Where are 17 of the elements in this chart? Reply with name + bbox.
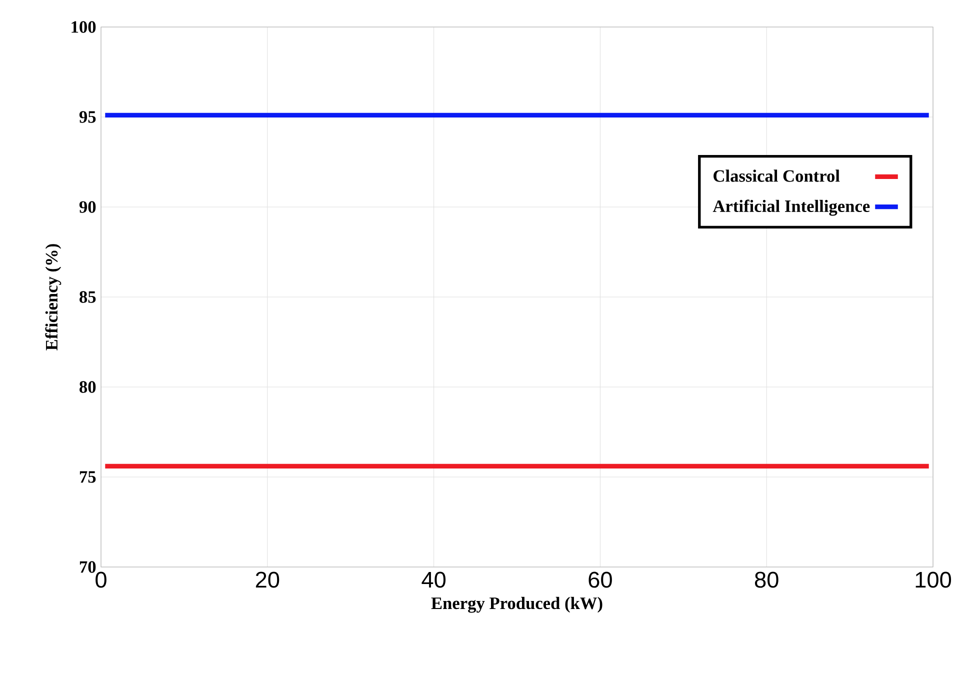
legend-label: Classical Control xyxy=(714,170,840,182)
x-tick-label: 100 xyxy=(916,572,952,588)
x-tick-label: 20 xyxy=(256,572,280,588)
legend-label: Artificial Intelligence xyxy=(712,200,870,216)
y-tick-label: 70 xyxy=(80,561,96,573)
y-tick-label: 75 xyxy=(80,471,96,483)
x-tick-label: 40 xyxy=(422,572,446,588)
y-tick-label: 85 xyxy=(80,291,96,303)
x-axis-title: Energy Produced (kW) xyxy=(431,596,602,613)
x-tick-label: 80 xyxy=(754,572,778,588)
x-tick-label: 0 xyxy=(96,572,106,588)
y-tick-label: 100 xyxy=(72,21,96,33)
y-axis-title: Efficiency (%) xyxy=(45,244,62,350)
x-tick-label: 60 xyxy=(588,572,612,588)
y-tick-label: 90 xyxy=(79,201,96,213)
y-tick-label: 95 xyxy=(79,111,96,123)
y-tick-label: 80 xyxy=(80,381,96,393)
